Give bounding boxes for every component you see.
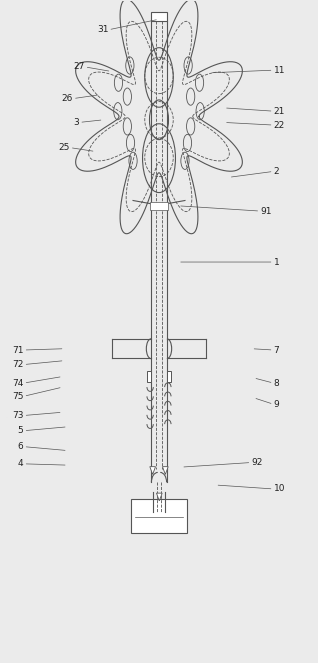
Polygon shape	[156, 493, 162, 501]
Text: 1: 1	[273, 257, 280, 267]
Text: 75: 75	[12, 392, 24, 401]
Polygon shape	[162, 467, 168, 475]
Polygon shape	[150, 467, 156, 475]
Text: 92: 92	[252, 458, 263, 467]
Text: 6: 6	[18, 442, 24, 451]
Text: 5: 5	[18, 426, 24, 435]
Text: 2: 2	[273, 167, 279, 176]
Text: 9: 9	[273, 400, 280, 409]
Text: 27: 27	[73, 62, 85, 72]
Text: 31: 31	[97, 25, 108, 34]
Text: 4: 4	[18, 459, 24, 468]
Text: 21: 21	[273, 107, 285, 115]
Text: 71: 71	[12, 345, 24, 355]
Text: 72: 72	[12, 360, 24, 369]
Bar	[167, 371, 171, 382]
Text: 26: 26	[61, 94, 73, 103]
Text: 10: 10	[273, 485, 285, 493]
Bar	[151, 12, 167, 21]
Bar	[147, 371, 151, 382]
Bar	[131, 499, 187, 533]
Text: 25: 25	[58, 143, 70, 152]
Text: 73: 73	[12, 411, 24, 420]
Text: 3: 3	[73, 118, 79, 127]
Text: 22: 22	[273, 121, 285, 129]
Bar	[150, 202, 168, 210]
Text: 7: 7	[273, 345, 280, 355]
Text: 11: 11	[273, 66, 285, 75]
Text: 91: 91	[260, 207, 272, 215]
Text: 8: 8	[273, 379, 280, 388]
Text: 74: 74	[12, 379, 24, 388]
